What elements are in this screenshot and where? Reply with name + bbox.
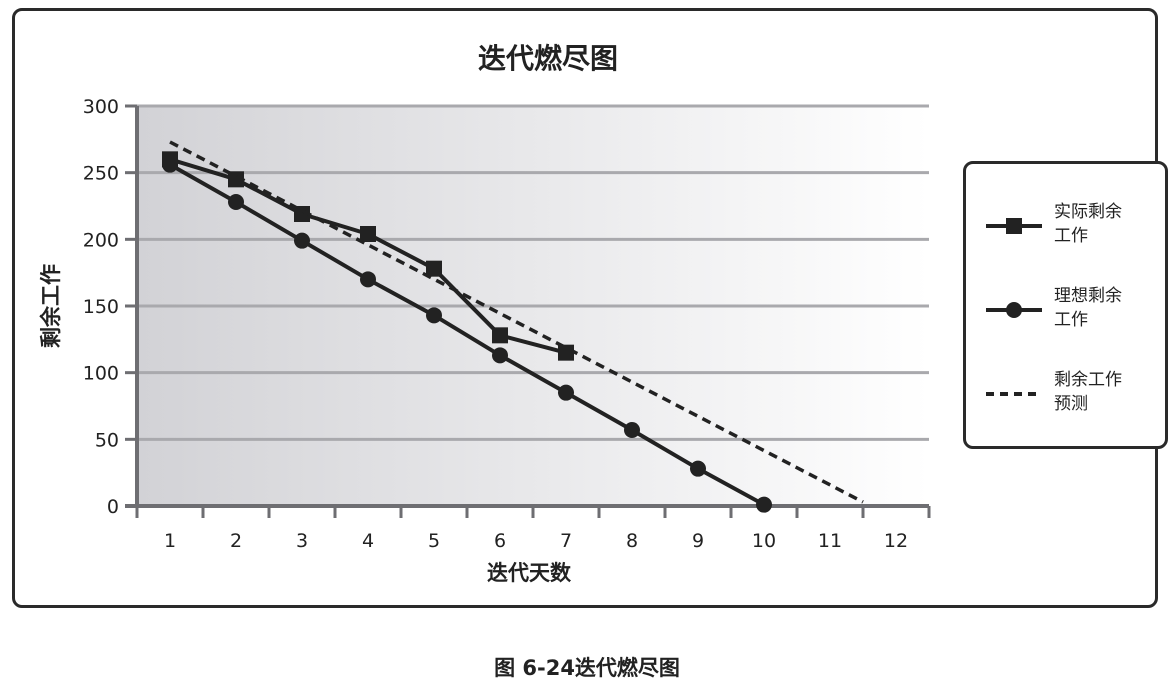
- data-point-square: [360, 226, 376, 242]
- legend: 实际剩余 工作 理想剩余 工作 剩余工作 预测: [963, 161, 1168, 449]
- x-tick-label: 4: [362, 530, 374, 552]
- x-tick-label: 8: [626, 530, 638, 552]
- y-tick-label: 200: [83, 229, 119, 251]
- data-point-circle: [228, 194, 244, 210]
- axes: [125, 104, 931, 518]
- data-point-circle: [360, 271, 376, 288]
- y-tick-label: 150: [83, 296, 119, 318]
- data-point-square: [228, 171, 244, 188]
- legend-label-line2: 工作: [1054, 226, 1088, 246]
- y-tick-label: 300: [83, 96, 119, 118]
- data-point-square: [558, 344, 574, 361]
- legend-square-marker-icon: [986, 218, 1042, 234]
- series-layer: [162, 140, 864, 513]
- x-tick-label: 5: [428, 530, 440, 552]
- legend-circle-marker-icon: [986, 302, 1042, 318]
- legend-label-line1: 实际剩余: [1054, 202, 1122, 222]
- legend-label-line2: 工作: [1054, 310, 1088, 330]
- y-tick-label: 250: [83, 163, 119, 185]
- data-point-circle: [492, 347, 508, 364]
- legend-label-line1: 理想剩余: [1054, 286, 1122, 306]
- x-tick-label: 12: [884, 530, 908, 552]
- series-line: [169, 162, 765, 507]
- data-point-circle: [162, 156, 178, 173]
- y-axis-label: 剩余工作: [39, 264, 63, 348]
- data-point-square: [294, 206, 310, 222]
- legend-item-actual: 实际剩余 工作: [966, 200, 1166, 260]
- chart-title: 迭代燃尽图: [478, 42, 618, 75]
- series-line: [169, 140, 864, 504]
- y-tick-label: 0: [107, 496, 119, 518]
- x-tick-label: 6: [494, 530, 506, 552]
- figure-caption: 图 6-24迭代燃尽图: [494, 656, 680, 680]
- data-point-circle: [294, 232, 310, 249]
- y-tick-label: 100: [83, 363, 119, 385]
- y-tick-label: 50: [95, 429, 119, 451]
- data-point-circle: [558, 384, 574, 401]
- data-point-square: [426, 260, 442, 277]
- x-tick-label: 1: [164, 530, 176, 552]
- data-point-circle: [426, 307, 442, 324]
- data-point-square: [492, 327, 508, 344]
- legend-label-line1: 剩余工作: [1054, 370, 1122, 390]
- x-axis-label: 迭代天数: [487, 561, 572, 585]
- legend-label-line2: 预测: [1054, 394, 1088, 414]
- x-tick-label: 3: [296, 530, 308, 552]
- data-point-circle: [756, 496, 772, 513]
- x-tick-label: 10: [752, 530, 776, 552]
- legend-item-forecast: 剩余工作 预测: [966, 368, 1166, 428]
- data-point-circle: [690, 460, 706, 477]
- data-point-circle: [624, 422, 640, 438]
- x-tick-label: 9: [692, 530, 704, 552]
- x-tick-label: 2: [230, 530, 242, 552]
- legend-item-ideal: 理想剩余 工作: [966, 284, 1166, 344]
- legend-dashed-line-icon: [986, 392, 1042, 396]
- x-tick-label: 7: [560, 530, 572, 552]
- x-tick-label: 11: [818, 530, 842, 552]
